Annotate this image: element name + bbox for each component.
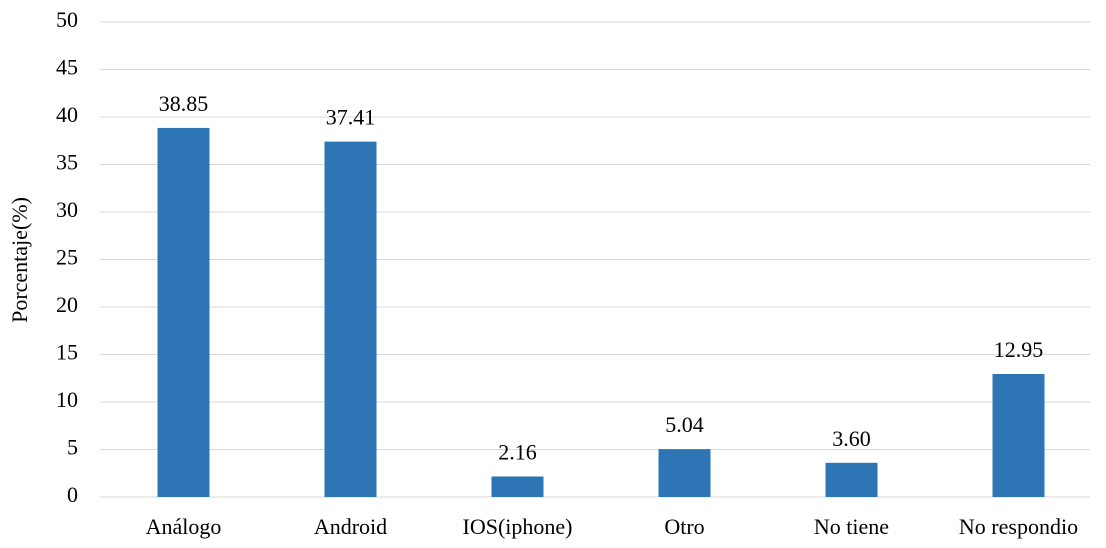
data-label: 37.41 xyxy=(326,105,376,130)
y-axis-label: Porcentaje(%) xyxy=(7,197,32,323)
y-tick-label: 30 xyxy=(56,197,78,222)
y-tick-label: 50 xyxy=(56,7,78,32)
data-label: 5.04 xyxy=(665,412,704,437)
data-label: 3.60 xyxy=(832,426,871,451)
x-tick-label: Otro xyxy=(664,514,704,539)
x-tick-label: Android xyxy=(314,514,387,539)
y-tick-label: 20 xyxy=(56,292,78,317)
bar xyxy=(157,127,210,498)
data-label: 2.16 xyxy=(498,440,537,465)
y-tick-label: 40 xyxy=(56,102,78,127)
bar xyxy=(658,449,711,497)
y-tick-label: 15 xyxy=(56,340,78,365)
data-label: 38.85 xyxy=(159,91,209,116)
bar xyxy=(324,141,377,498)
y-tick-label: 35 xyxy=(56,150,78,175)
y-tick-label: 0 xyxy=(67,482,78,507)
x-tick-label: Análogo xyxy=(146,514,222,539)
y-tick-label: 25 xyxy=(56,245,78,270)
y-tick-label: 5 xyxy=(67,435,78,460)
y-tick-label: 45 xyxy=(56,55,78,80)
data-label: 12.95 xyxy=(994,337,1044,362)
x-tick-label: IOS(iphone) xyxy=(463,514,573,539)
bar xyxy=(491,476,544,497)
x-tick-label: No tiene xyxy=(814,514,889,539)
y-tick-label: 10 xyxy=(56,387,78,412)
x-tick-label: No respondio xyxy=(959,514,1078,539)
bar xyxy=(825,462,878,497)
bar xyxy=(992,373,1045,497)
